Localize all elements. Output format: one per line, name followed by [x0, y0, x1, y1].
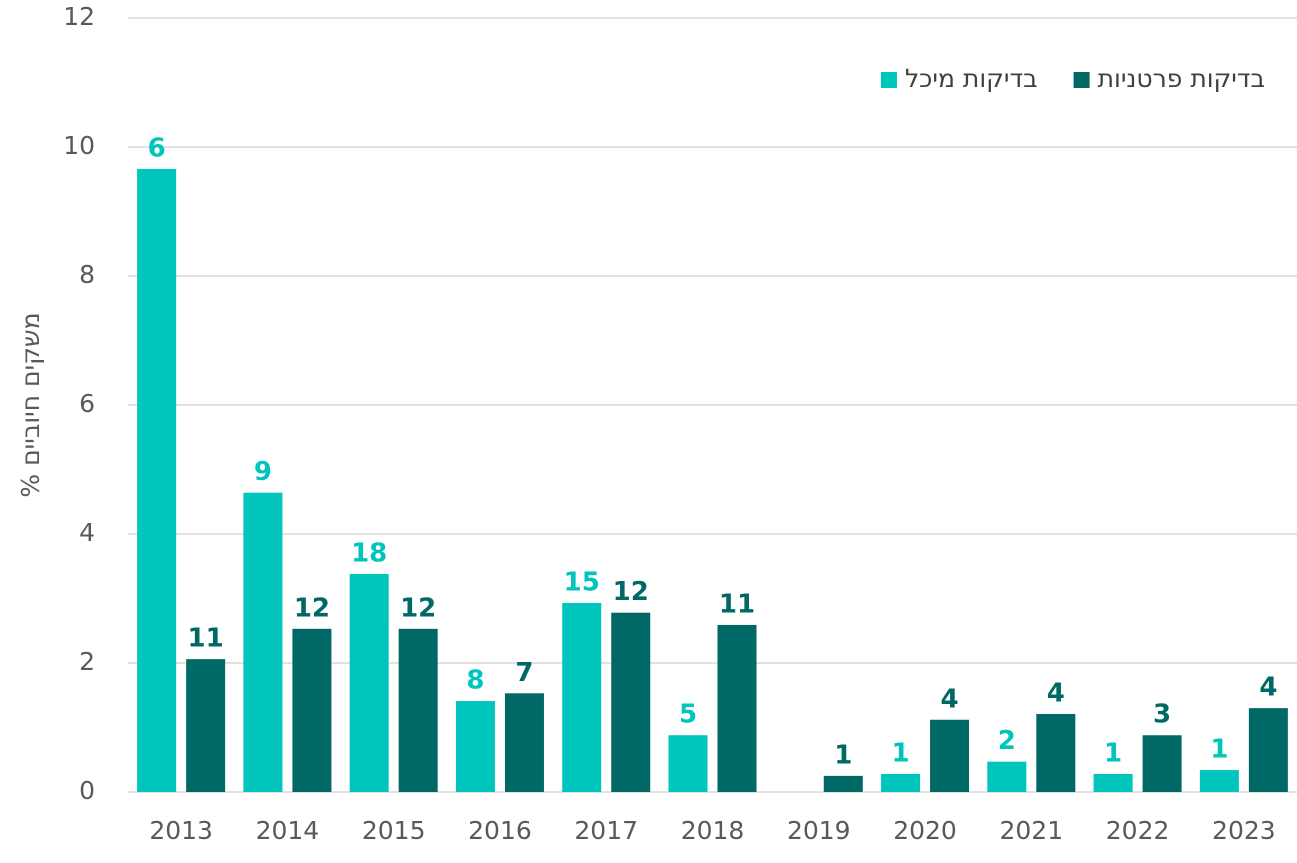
y-tick-label: 4: [79, 518, 95, 547]
data-label: 1: [834, 740, 852, 770]
data-label: 5: [679, 700, 697, 730]
x-tick-label: 2020: [893, 816, 957, 845]
bar: [137, 168, 177, 792]
bar: [562, 603, 602, 792]
x-tick-label: 2016: [468, 816, 532, 845]
x-tick-label: 2014: [256, 816, 320, 845]
data-label: 2: [998, 726, 1016, 756]
y-tick-label: 8: [79, 260, 95, 289]
bar: [1142, 735, 1182, 792]
x-tick-label: 2023: [1212, 816, 1276, 845]
bar: [717, 624, 757, 792]
data-label: 4: [940, 684, 958, 714]
data-label: 12: [294, 593, 330, 623]
bar: [1036, 713, 1076, 792]
x-tick-label: 2018: [681, 816, 745, 845]
bar: [1199, 770, 1239, 792]
data-label: 4: [1047, 678, 1065, 708]
y-axis-label: % משקים חיוביים: [16, 312, 45, 497]
bar: [987, 761, 1027, 792]
bar: [930, 719, 970, 792]
y-tick-label: 10: [63, 131, 95, 160]
bar: [292, 628, 332, 792]
data-label: 1: [1104, 738, 1122, 768]
data-label: 8: [466, 666, 484, 696]
x-tick-label: 2015: [362, 816, 426, 845]
x-tick-label: 2022: [1106, 816, 1170, 845]
data-label: 11: [719, 589, 755, 619]
data-label: 1: [891, 738, 909, 768]
bar: [611, 612, 651, 792]
legend-swatch: [1073, 72, 1090, 88]
x-tick-label: 2013: [149, 816, 213, 845]
y-tick-label: 12: [63, 2, 95, 31]
bar: [1248, 708, 1288, 792]
bar: [243, 492, 283, 792]
data-label: 4: [1259, 673, 1277, 703]
bar: [1093, 773, 1133, 792]
bar: [186, 659, 226, 792]
x-tick-label: 2017: [574, 816, 638, 845]
y-tick-label: 0: [79, 776, 95, 805]
legend-swatch: [880, 72, 897, 88]
x-tick-label: 2019: [787, 816, 851, 845]
y-tick-label: 6: [79, 389, 95, 418]
bar: [455, 701, 495, 792]
y-tick-label: 2: [79, 647, 95, 676]
data-label: 12: [613, 577, 649, 607]
data-label: 12: [400, 593, 436, 623]
data-label: 6: [148, 133, 166, 163]
bar: [398, 628, 438, 792]
legend-label: בדיקות מיכל: [905, 64, 1038, 93]
data-label: 15: [564, 568, 600, 598]
data-label: 18: [351, 538, 387, 568]
bar: [668, 735, 708, 792]
data-label: 11: [188, 624, 224, 654]
legend-label: בדיקות פרטניות: [1098, 64, 1265, 93]
bar: [349, 573, 389, 792]
data-label: 9: [254, 457, 272, 487]
bar: [823, 775, 863, 792]
bar: [504, 693, 544, 792]
x-tick-label: 2021: [1000, 816, 1064, 845]
bar: [881, 773, 921, 792]
data-label: 7: [515, 658, 533, 688]
data-label: 1: [1210, 735, 1228, 765]
data-label: 3: [1153, 700, 1171, 730]
